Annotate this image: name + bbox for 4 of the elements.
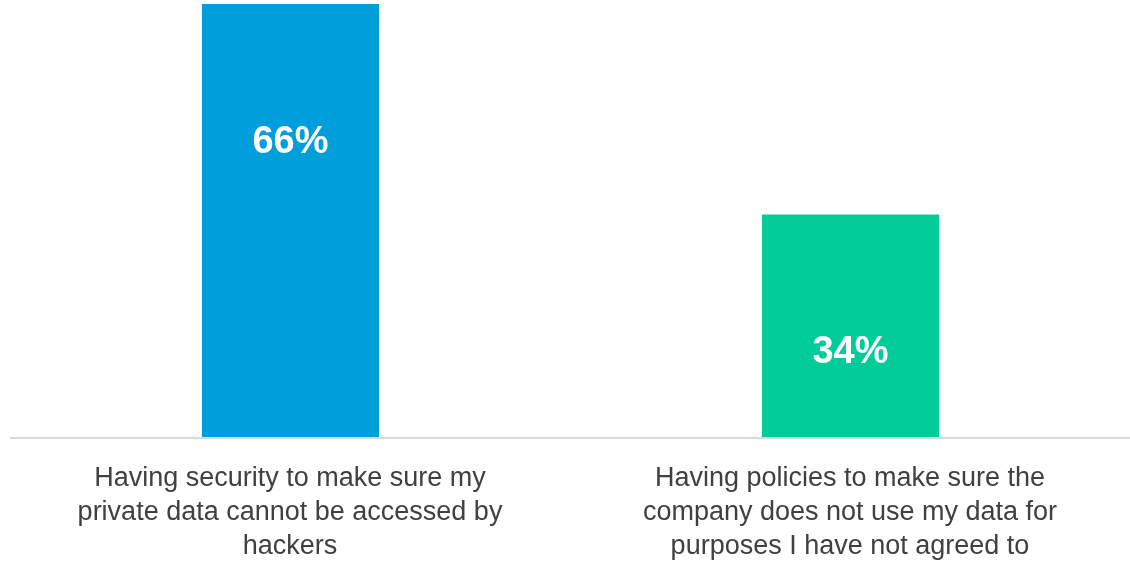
x-tick-label: Having security to make sure my private data cannot be accessed by hackers — [77, 462, 503, 560]
data-label: 34% — [812, 329, 889, 372]
x-tick-label: Having policies to make sure the company does not use my data for purposes I have not agreed to — [642, 462, 1058, 560]
data-label: 66% — [252, 118, 329, 161]
